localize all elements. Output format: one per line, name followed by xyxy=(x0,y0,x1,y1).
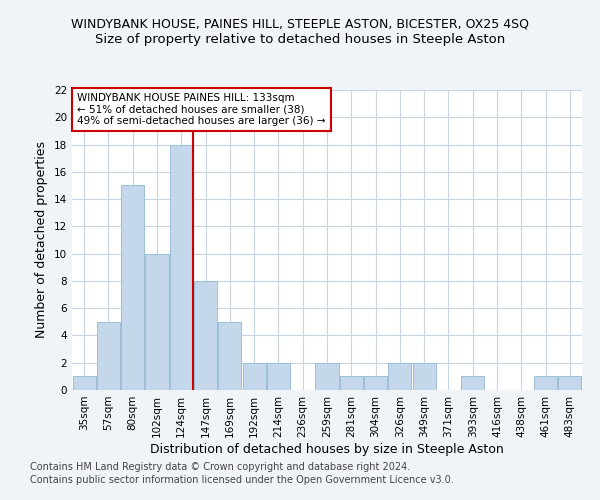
Bar xyxy=(534,376,557,390)
Y-axis label: Number of detached properties: Number of detached properties xyxy=(35,142,49,338)
Bar xyxy=(316,362,338,390)
Bar xyxy=(121,186,144,390)
Bar xyxy=(340,376,363,390)
Bar xyxy=(559,376,581,390)
Bar xyxy=(267,362,290,390)
Text: WINDYBANK HOUSE, PAINES HILL, STEEPLE ASTON, BICESTER, OX25 4SQ: WINDYBANK HOUSE, PAINES HILL, STEEPLE AS… xyxy=(71,18,529,30)
Text: WINDYBANK HOUSE PAINES HILL: 133sqm
← 51% of detached houses are smaller (38)
49: WINDYBANK HOUSE PAINES HILL: 133sqm ← 51… xyxy=(77,93,326,126)
Bar xyxy=(388,362,412,390)
Bar xyxy=(145,254,169,390)
Text: Contains public sector information licensed under the Open Government Licence v3: Contains public sector information licen… xyxy=(30,475,454,485)
Bar xyxy=(218,322,241,390)
Text: Size of property relative to detached houses in Steeple Aston: Size of property relative to detached ho… xyxy=(95,32,505,46)
Bar xyxy=(461,376,484,390)
Text: Contains HM Land Registry data © Crown copyright and database right 2024.: Contains HM Land Registry data © Crown c… xyxy=(30,462,410,472)
Bar xyxy=(194,281,217,390)
Bar xyxy=(97,322,120,390)
Bar xyxy=(242,362,266,390)
Bar xyxy=(170,144,193,390)
X-axis label: Distribution of detached houses by size in Steeple Aston: Distribution of detached houses by size … xyxy=(150,442,504,456)
Bar xyxy=(413,362,436,390)
Bar xyxy=(73,376,95,390)
Bar xyxy=(364,376,387,390)
